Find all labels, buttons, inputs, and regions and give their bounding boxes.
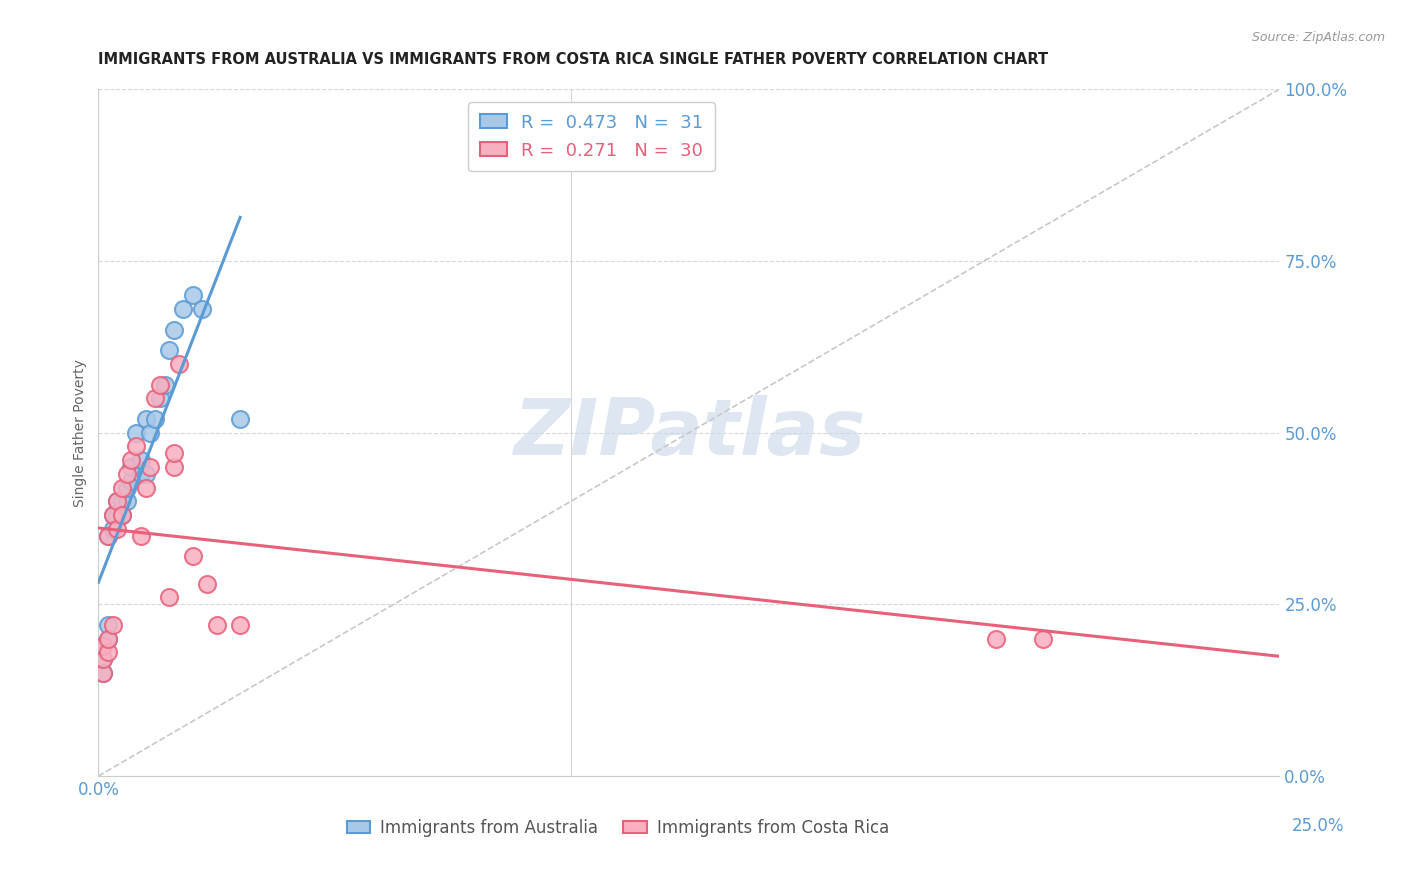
Point [91, 652, 114, 666]
Point [229, 412, 252, 426]
Point [97, 528, 120, 542]
Point [153, 377, 176, 392]
Point [143, 391, 166, 405]
Point [157, 591, 180, 605]
Point [121, 460, 143, 475]
Point [181, 549, 204, 564]
Point [105, 494, 128, 508]
Point [111, 508, 134, 522]
Point [129, 528, 152, 542]
Point [91, 652, 114, 666]
Y-axis label: Single Father Poverty: Single Father Poverty [73, 359, 87, 507]
Point [229, 618, 252, 632]
Point [163, 446, 186, 460]
Point [1032, 632, 1054, 646]
Text: ZIPatlas: ZIPatlas [513, 394, 865, 471]
Point [129, 467, 152, 481]
Point [115, 494, 138, 508]
Point [91, 639, 114, 653]
Point [143, 412, 166, 426]
Point [101, 508, 124, 522]
Point [105, 494, 128, 508]
Point [135, 467, 157, 481]
Point [172, 301, 194, 316]
Point [91, 639, 114, 653]
Point [135, 481, 157, 495]
Point [157, 343, 180, 358]
Legend: Immigrants from Australia, Immigrants from Costa Rica: Immigrants from Australia, Immigrants fr… [340, 812, 896, 843]
Point [111, 494, 134, 508]
Point [139, 460, 162, 475]
Point [97, 645, 120, 659]
Text: Source: ZipAtlas.com: Source: ZipAtlas.com [1251, 31, 1385, 45]
Point [205, 618, 228, 632]
Point [101, 522, 124, 536]
Point [97, 632, 120, 646]
Point [984, 632, 1007, 646]
Point [163, 460, 186, 475]
Point [115, 481, 138, 495]
Point [111, 508, 134, 522]
Point [125, 439, 148, 453]
Point [97, 618, 120, 632]
Text: IMMIGRANTS FROM AUSTRALIA VS IMMIGRANTS FROM COSTA RICA SINGLE FATHER POVERTY CO: IMMIGRANTS FROM AUSTRALIA VS IMMIGRANTS … [98, 53, 1049, 67]
Point [139, 425, 162, 440]
Point [129, 453, 152, 467]
Point [191, 301, 214, 316]
Point [97, 528, 120, 542]
Point [105, 522, 128, 536]
Text: 25.0%: 25.0% [1291, 817, 1344, 835]
Point [121, 453, 143, 467]
Point [121, 474, 143, 488]
Point [125, 425, 148, 440]
Point [163, 322, 186, 336]
Point [101, 508, 124, 522]
Point [149, 377, 172, 392]
Point [149, 391, 172, 405]
Point [181, 288, 204, 302]
Point [101, 618, 124, 632]
Point [135, 412, 157, 426]
Point [97, 632, 120, 646]
Point [195, 576, 218, 591]
Point [91, 665, 114, 680]
Point [91, 665, 114, 680]
Point [115, 467, 138, 481]
Point [105, 508, 128, 522]
Point [111, 481, 134, 495]
Point [167, 357, 190, 371]
